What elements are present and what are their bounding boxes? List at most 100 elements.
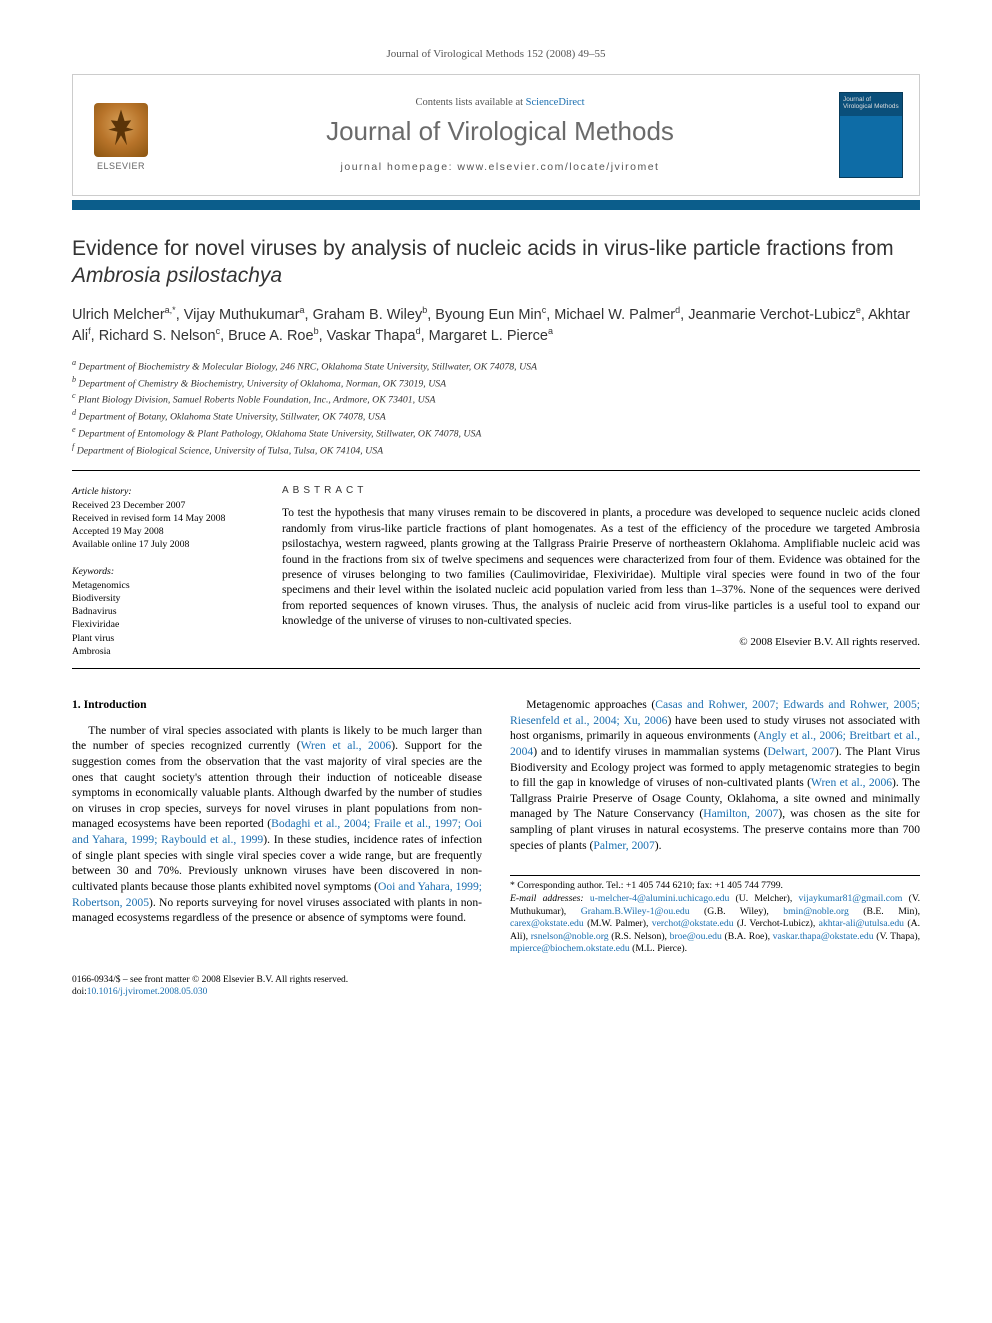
author-mark: d xyxy=(416,326,421,336)
email-who: (G.B. Wiley), xyxy=(690,906,784,917)
elsevier-tree-icon xyxy=(94,103,148,157)
title-text: Evidence for novel viruses by analysis o… xyxy=(72,237,894,260)
doi-prefix: doi: xyxy=(72,987,87,997)
author-mark: a xyxy=(300,305,305,315)
abstract-column: ABSTRACT To test the hypothesis that man… xyxy=(282,485,920,658)
abstract-heading: ABSTRACT xyxy=(282,485,920,496)
elsevier-label: ELSEVIER xyxy=(97,161,145,171)
keyword: Metagenomics xyxy=(72,579,254,592)
affiliation: b Department of Chemistry & Biochemistry… xyxy=(72,374,920,391)
email-link[interactable]: broe@ou.edu xyxy=(670,931,722,942)
email-link[interactable]: Graham.B.Wiley-1@ou.edu xyxy=(581,906,690,917)
keywords-label: Keywords: xyxy=(72,565,254,578)
affiliation: c Plant Biology Division, Samuel Roberts… xyxy=(72,390,920,407)
contents-prefix: Contents lists available at xyxy=(415,97,525,108)
author-mark: a xyxy=(548,326,553,336)
cite-delwart[interactable]: Delwart, 2007 xyxy=(768,745,835,758)
journal-cover-thumb: Journal of Virological Methods xyxy=(839,92,903,178)
history-accepted: Accepted 19 May 2008 xyxy=(72,525,254,538)
email-link[interactable]: vaskar.thapa@okstate.edu xyxy=(773,931,874,942)
cite-palmer[interactable]: Palmer, 2007 xyxy=(593,839,654,852)
author-mark: c xyxy=(216,326,221,336)
affiliation: f Department of Biological Science, Univ… xyxy=(72,441,920,458)
keyword: Biodiversity xyxy=(72,592,254,605)
title-species: Ambrosia psilostachya xyxy=(72,264,282,287)
email-who: (V. Thapa), xyxy=(874,931,920,942)
email-link[interactable]: vijaykumar81@gmail.com xyxy=(799,893,903,904)
history-online: Available online 17 July 2008 xyxy=(72,538,254,551)
corr-author-line: * Corresponding author. Tel.: +1 405 744… xyxy=(510,880,920,893)
history-received: Received 23 December 2007 xyxy=(72,499,254,512)
page-footer: 0166-0934/$ – see front matter © 2008 El… xyxy=(72,974,920,999)
author: Graham B. Wileyb xyxy=(313,307,428,323)
author-mark: b xyxy=(314,326,319,336)
author: Michael W. Palmerd xyxy=(554,307,680,323)
cite-hamilton[interactable]: Hamilton, 2007 xyxy=(703,807,778,820)
email-who: (J. Verchot-Lubicz), xyxy=(734,918,819,929)
journal-header: ELSEVIER Contents lists available at Sci… xyxy=(72,74,920,196)
section-1-heading: 1. Introduction xyxy=(72,697,482,713)
body-text: 1. Introduction The number of viral spec… xyxy=(72,697,920,956)
author-mark: e xyxy=(856,305,861,315)
keyword: Ambrosia xyxy=(72,645,254,658)
journal-name: Journal of Virological Methods xyxy=(173,116,827,147)
author: Bruce A. Roeb xyxy=(228,328,318,344)
affiliation: e Department of Entomology & Plant Patho… xyxy=(72,424,920,441)
email-who: (B.A. Roe), xyxy=(722,931,773,942)
authors-list: Ulrich Melchera,*, Vijay Muthukumara, Gr… xyxy=(72,304,920,347)
abstract-copyright: © 2008 Elsevier B.V. All rights reserved… xyxy=(282,636,920,648)
email-link[interactable]: rsnelson@noble.org xyxy=(531,931,609,942)
cite-wren-2006b[interactable]: Wren et al., 2006 xyxy=(811,776,892,789)
elsevier-logo: ELSEVIER xyxy=(89,99,153,171)
author: Vijay Muthukumara xyxy=(184,307,305,323)
keyword: Flexiviridae xyxy=(72,618,254,631)
keyword: Plant virus xyxy=(72,632,254,645)
contents-available-line: Contents lists available at ScienceDirec… xyxy=(173,97,827,108)
author: Vaskar Thapad xyxy=(327,328,421,344)
email-link[interactable]: akhtar-ali@utulsa.edu xyxy=(819,918,904,929)
author-mark: a,* xyxy=(165,305,176,315)
p2-c: ) and to identify viruses in mammalian s… xyxy=(533,745,767,758)
doi-link[interactable]: 10.1016/j.jviromet.2008.05.030 xyxy=(87,987,208,997)
front-matter-line: 0166-0934/$ – see front matter © 2008 El… xyxy=(72,974,920,986)
email-who: (R.S. Nelson), xyxy=(609,931,670,942)
header-color-bar xyxy=(72,200,920,210)
affiliation: a Department of Biochemistry & Molecular… xyxy=(72,357,920,374)
author-mark: f xyxy=(88,326,91,336)
email-who: (M.L. Pierce). xyxy=(630,943,687,954)
journal-homepage: journal homepage: www.elsevier.com/locat… xyxy=(173,161,827,173)
p2-a: Metagenomic approaches ( xyxy=(526,698,655,711)
email-link[interactable]: carex@okstate.edu xyxy=(510,918,584,929)
p1-c: ). In these studies, inci xyxy=(263,833,371,846)
running-head: Journal of Virological Methods 152 (2008… xyxy=(72,48,920,60)
affiliation: d Department of Botany, Oklahoma State U… xyxy=(72,407,920,424)
sciencedirect-link[interactable]: ScienceDirect xyxy=(526,97,585,108)
author: Richard S. Nelsonc xyxy=(99,328,220,344)
article-title: Evidence for novel viruses by analysis o… xyxy=(72,236,920,290)
cover-title: Journal of Virological Methods xyxy=(843,96,899,110)
cite-wren-2006[interactable]: Wren et al., 2006 xyxy=(301,739,392,752)
history-revised: Received in revised form 14 May 2008 xyxy=(72,512,254,525)
affiliations-list: a Department of Biochemistry & Molecular… xyxy=(72,357,920,459)
author: Byoung Eun Minc xyxy=(435,307,546,323)
p2-g: ). xyxy=(655,839,662,852)
author: Ulrich Melchera,* xyxy=(72,307,176,323)
emails-block: E-mail addresses: u-melcher-4@alumini.uc… xyxy=(510,893,920,956)
email-who: (M.W. Palmer), xyxy=(584,918,652,929)
email-who: (B.E. Min), xyxy=(849,906,920,917)
author-mark: d xyxy=(675,305,680,315)
author: Margaret L. Piercea xyxy=(429,328,553,344)
email-link[interactable]: verchot@okstate.edu xyxy=(652,918,734,929)
rule-bottom xyxy=(72,668,920,669)
homepage-url: www.elsevier.com/locate/jviromet xyxy=(457,161,659,173)
email-link[interactable]: bmin@noble.org xyxy=(783,906,849,917)
email-link[interactable]: mpierce@biochem.okstate.edu xyxy=(510,943,630,954)
email-label: E-mail addresses: xyxy=(510,893,590,904)
email-link[interactable]: u-melcher-4@alumini.uchicago.edu xyxy=(590,893,729,904)
homepage-prefix: journal homepage: xyxy=(341,161,458,173)
article-info-sidebar: Article history: Received 23 December 20… xyxy=(72,485,254,658)
author-mark: b xyxy=(422,305,427,315)
abstract-text: To test the hypothesis that many viruses… xyxy=(282,506,920,629)
keyword: Badnavirus xyxy=(72,605,254,618)
history-label: Article history: xyxy=(72,485,254,498)
